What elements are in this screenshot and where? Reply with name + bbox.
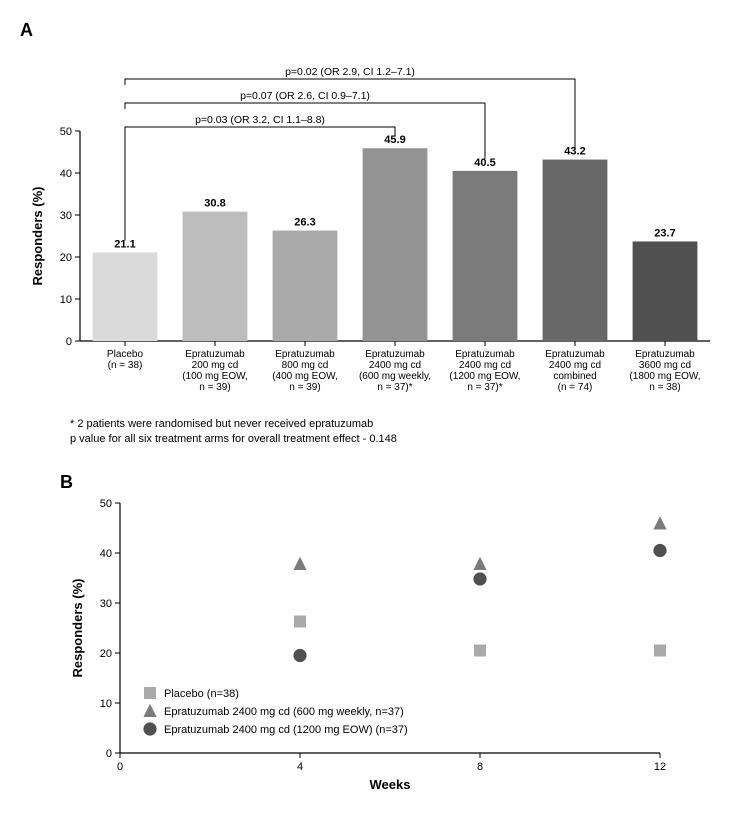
svg-text:(600 mg weekly,: (600 mg weekly, [359, 371, 431, 382]
svg-text:(400 mg EOW,: (400 mg EOW, [272, 371, 338, 382]
svg-text:p=0.03 (OR 3.2, CI 1.1–8.8): p=0.03 (OR 3.2, CI 1.1–8.8) [195, 114, 325, 126]
svg-text:n = 37)*: n = 37)* [377, 382, 412, 393]
svg-text:0: 0 [106, 748, 112, 760]
bar-chart: 01020304050Responders (%)21.1Placebo(n =… [20, 41, 720, 401]
scatter-chart: 0 10 20 30 40 50 0 4 8 12 Responders (%) Weeks Place… [60, 493, 680, 793]
svg-text:4: 4 [297, 761, 303, 773]
svg-text:30.8: 30.8 [204, 198, 225, 210]
svg-text:n = 38): n = 38) [649, 382, 680, 393]
svg-text:Weeks: Weeks [370, 777, 411, 792]
svg-text:10: 10 [100, 698, 112, 710]
svg-text:20: 20 [100, 648, 112, 660]
svg-text:combined: combined [553, 371, 596, 382]
svg-text:20: 20 [60, 252, 72, 264]
svg-text:0: 0 [117, 761, 123, 773]
svg-text:40: 40 [100, 548, 112, 560]
svg-text:3600 mg cd: 3600 mg cd [639, 360, 691, 371]
svg-text:40: 40 [60, 168, 72, 180]
svg-text:Placebo (n=38): Placebo (n=38) [164, 688, 239, 700]
svg-text:(n = 74): (n = 74) [558, 382, 593, 393]
footnote-line: p value for all six treatment arms for o… [70, 432, 720, 447]
svg-text:Epratuzumab: Epratuzumab [185, 349, 245, 360]
svg-text:Responders (%): Responders (%) [70, 578, 85, 677]
footnote-line: * 2 patients were randomised but never r… [70, 417, 720, 432]
panel-a: A 01020304050Responders (%)21.1Placebo(n… [20, 20, 720, 401]
svg-text:p=0.07 (OR 2.6, CI 0.9–7.1): p=0.07 (OR 2.6, CI 0.9–7.1) [240, 90, 370, 102]
svg-text:n = 39): n = 39) [199, 382, 230, 393]
panel-a-label: A [20, 20, 33, 40]
svg-text:8: 8 [477, 761, 483, 773]
svg-text:Epratuzumab: Epratuzumab [545, 349, 605, 360]
svg-text:2400 mg cd: 2400 mg cd [459, 360, 511, 371]
svg-text:800 mg cd: 800 mg cd [282, 360, 329, 371]
svg-text:Placebo: Placebo [107, 349, 144, 360]
panel-b-label: B [60, 472, 73, 492]
svg-text:Epratuzumab: Epratuzumab [365, 349, 425, 360]
svg-text:n = 39): n = 39) [289, 382, 320, 393]
svg-text:n = 37)*: n = 37)* [467, 382, 502, 393]
svg-text:Responders (%): Responders (%) [30, 187, 45, 286]
svg-text:0: 0 [66, 336, 72, 348]
svg-text:10: 10 [60, 294, 72, 306]
svg-text:23.7: 23.7 [654, 227, 675, 239]
svg-text:2400 mg cd: 2400 mg cd [549, 360, 601, 371]
footnote: * 2 patients were randomised but never r… [70, 417, 720, 448]
svg-text:12: 12 [654, 761, 666, 773]
svg-text:(1800 mg EOW,: (1800 mg EOW, [629, 371, 700, 382]
svg-text:Epratuzumab 2400 mg cd (1200 m: Epratuzumab 2400 mg cd (1200 mg EOW) (n=… [164, 724, 408, 736]
svg-text:30: 30 [60, 210, 72, 222]
svg-text:Epratuzumab: Epratuzumab [635, 349, 695, 360]
svg-text:30: 30 [100, 598, 112, 610]
panel-b: B 0 10 20 30 40 50 0 4 8 12 Responders (%) Weeks Pla… [20, 472, 720, 793]
svg-text:50: 50 [100, 498, 112, 510]
svg-text:50: 50 [60, 126, 72, 138]
svg-text:(n = 38): (n = 38) [108, 360, 143, 371]
svg-text:p=0.02 (OR 2.9, CI 1.2–7.1): p=0.02 (OR 2.9, CI 1.2–7.1) [285, 66, 415, 78]
svg-text:2400 mg cd: 2400 mg cd [369, 360, 421, 371]
svg-text:Epratuzumab: Epratuzumab [275, 349, 335, 360]
svg-text:200 mg cd: 200 mg cd [192, 360, 239, 371]
svg-text:(1200 mg EOW,: (1200 mg EOW, [449, 371, 520, 382]
svg-text:(100 mg EOW,: (100 mg EOW, [182, 371, 248, 382]
svg-text:26.3: 26.3 [294, 217, 315, 229]
svg-text:Epratuzumab 2400 mg cd (600 mg: Epratuzumab 2400 mg cd (600 mg weekly, n… [164, 706, 404, 718]
svg-text:Epratuzumab: Epratuzumab [455, 349, 515, 360]
